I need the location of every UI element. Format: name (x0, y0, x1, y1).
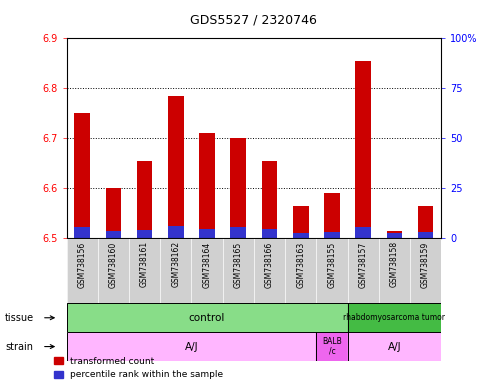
Text: GSM738164: GSM738164 (203, 242, 211, 288)
Text: GSM738160: GSM738160 (109, 242, 118, 288)
Bar (262, 229, 277, 238)
Bar (223, 238, 254, 303)
Bar (285, 238, 317, 303)
Bar (199, 229, 215, 238)
Bar (137, 161, 152, 238)
Legend: transformed count, percentile rank within the sample: transformed count, percentile rank withi… (54, 357, 223, 379)
Text: GSM738159: GSM738159 (421, 242, 430, 288)
Bar (317, 238, 348, 303)
Bar (387, 231, 402, 238)
Bar (106, 231, 121, 238)
Bar (348, 332, 441, 361)
Text: control: control (189, 313, 225, 323)
Bar (355, 227, 371, 238)
Text: GSM738161: GSM738161 (140, 242, 149, 288)
Bar (379, 238, 410, 303)
Bar (262, 161, 277, 238)
Bar (293, 233, 309, 238)
Bar (324, 232, 340, 238)
Bar (129, 238, 160, 303)
Text: rhabdomyosarcoma tumor: rhabdomyosarcoma tumor (344, 313, 445, 322)
Text: tissue: tissue (5, 313, 34, 323)
Bar (74, 227, 90, 238)
Bar (168, 96, 183, 238)
Bar (67, 303, 348, 332)
Bar (317, 332, 348, 361)
Bar (355, 61, 371, 238)
Text: GSM738162: GSM738162 (172, 242, 180, 288)
Text: GSM738166: GSM738166 (265, 242, 274, 288)
Text: GSM738156: GSM738156 (78, 242, 87, 288)
Bar (106, 188, 121, 238)
Bar (254, 238, 285, 303)
Text: GSM738157: GSM738157 (359, 242, 368, 288)
Bar (418, 205, 433, 238)
Bar (348, 238, 379, 303)
Bar (199, 133, 215, 238)
Text: strain: strain (5, 341, 33, 352)
Text: A/J: A/J (387, 341, 401, 352)
Bar (231, 227, 246, 238)
Text: GSM738158: GSM738158 (390, 242, 399, 288)
Bar (67, 238, 98, 303)
Bar (191, 238, 223, 303)
Bar (67, 332, 317, 361)
Bar (324, 193, 340, 238)
Bar (160, 238, 191, 303)
Text: A/J: A/J (185, 341, 198, 352)
Bar (418, 232, 433, 238)
Bar (293, 205, 309, 238)
Bar (137, 230, 152, 238)
Bar (410, 238, 441, 303)
Text: GSM738155: GSM738155 (327, 242, 336, 288)
Bar (168, 225, 183, 238)
Bar (348, 303, 441, 332)
Text: GSM738165: GSM738165 (234, 242, 243, 288)
Bar (387, 233, 402, 238)
Bar (98, 238, 129, 303)
Bar (231, 138, 246, 238)
Text: BALB
/c: BALB /c (322, 337, 342, 356)
Text: GSM738163: GSM738163 (296, 242, 305, 288)
Bar (74, 113, 90, 238)
Text: GDS5527 / 2320746: GDS5527 / 2320746 (190, 14, 317, 27)
